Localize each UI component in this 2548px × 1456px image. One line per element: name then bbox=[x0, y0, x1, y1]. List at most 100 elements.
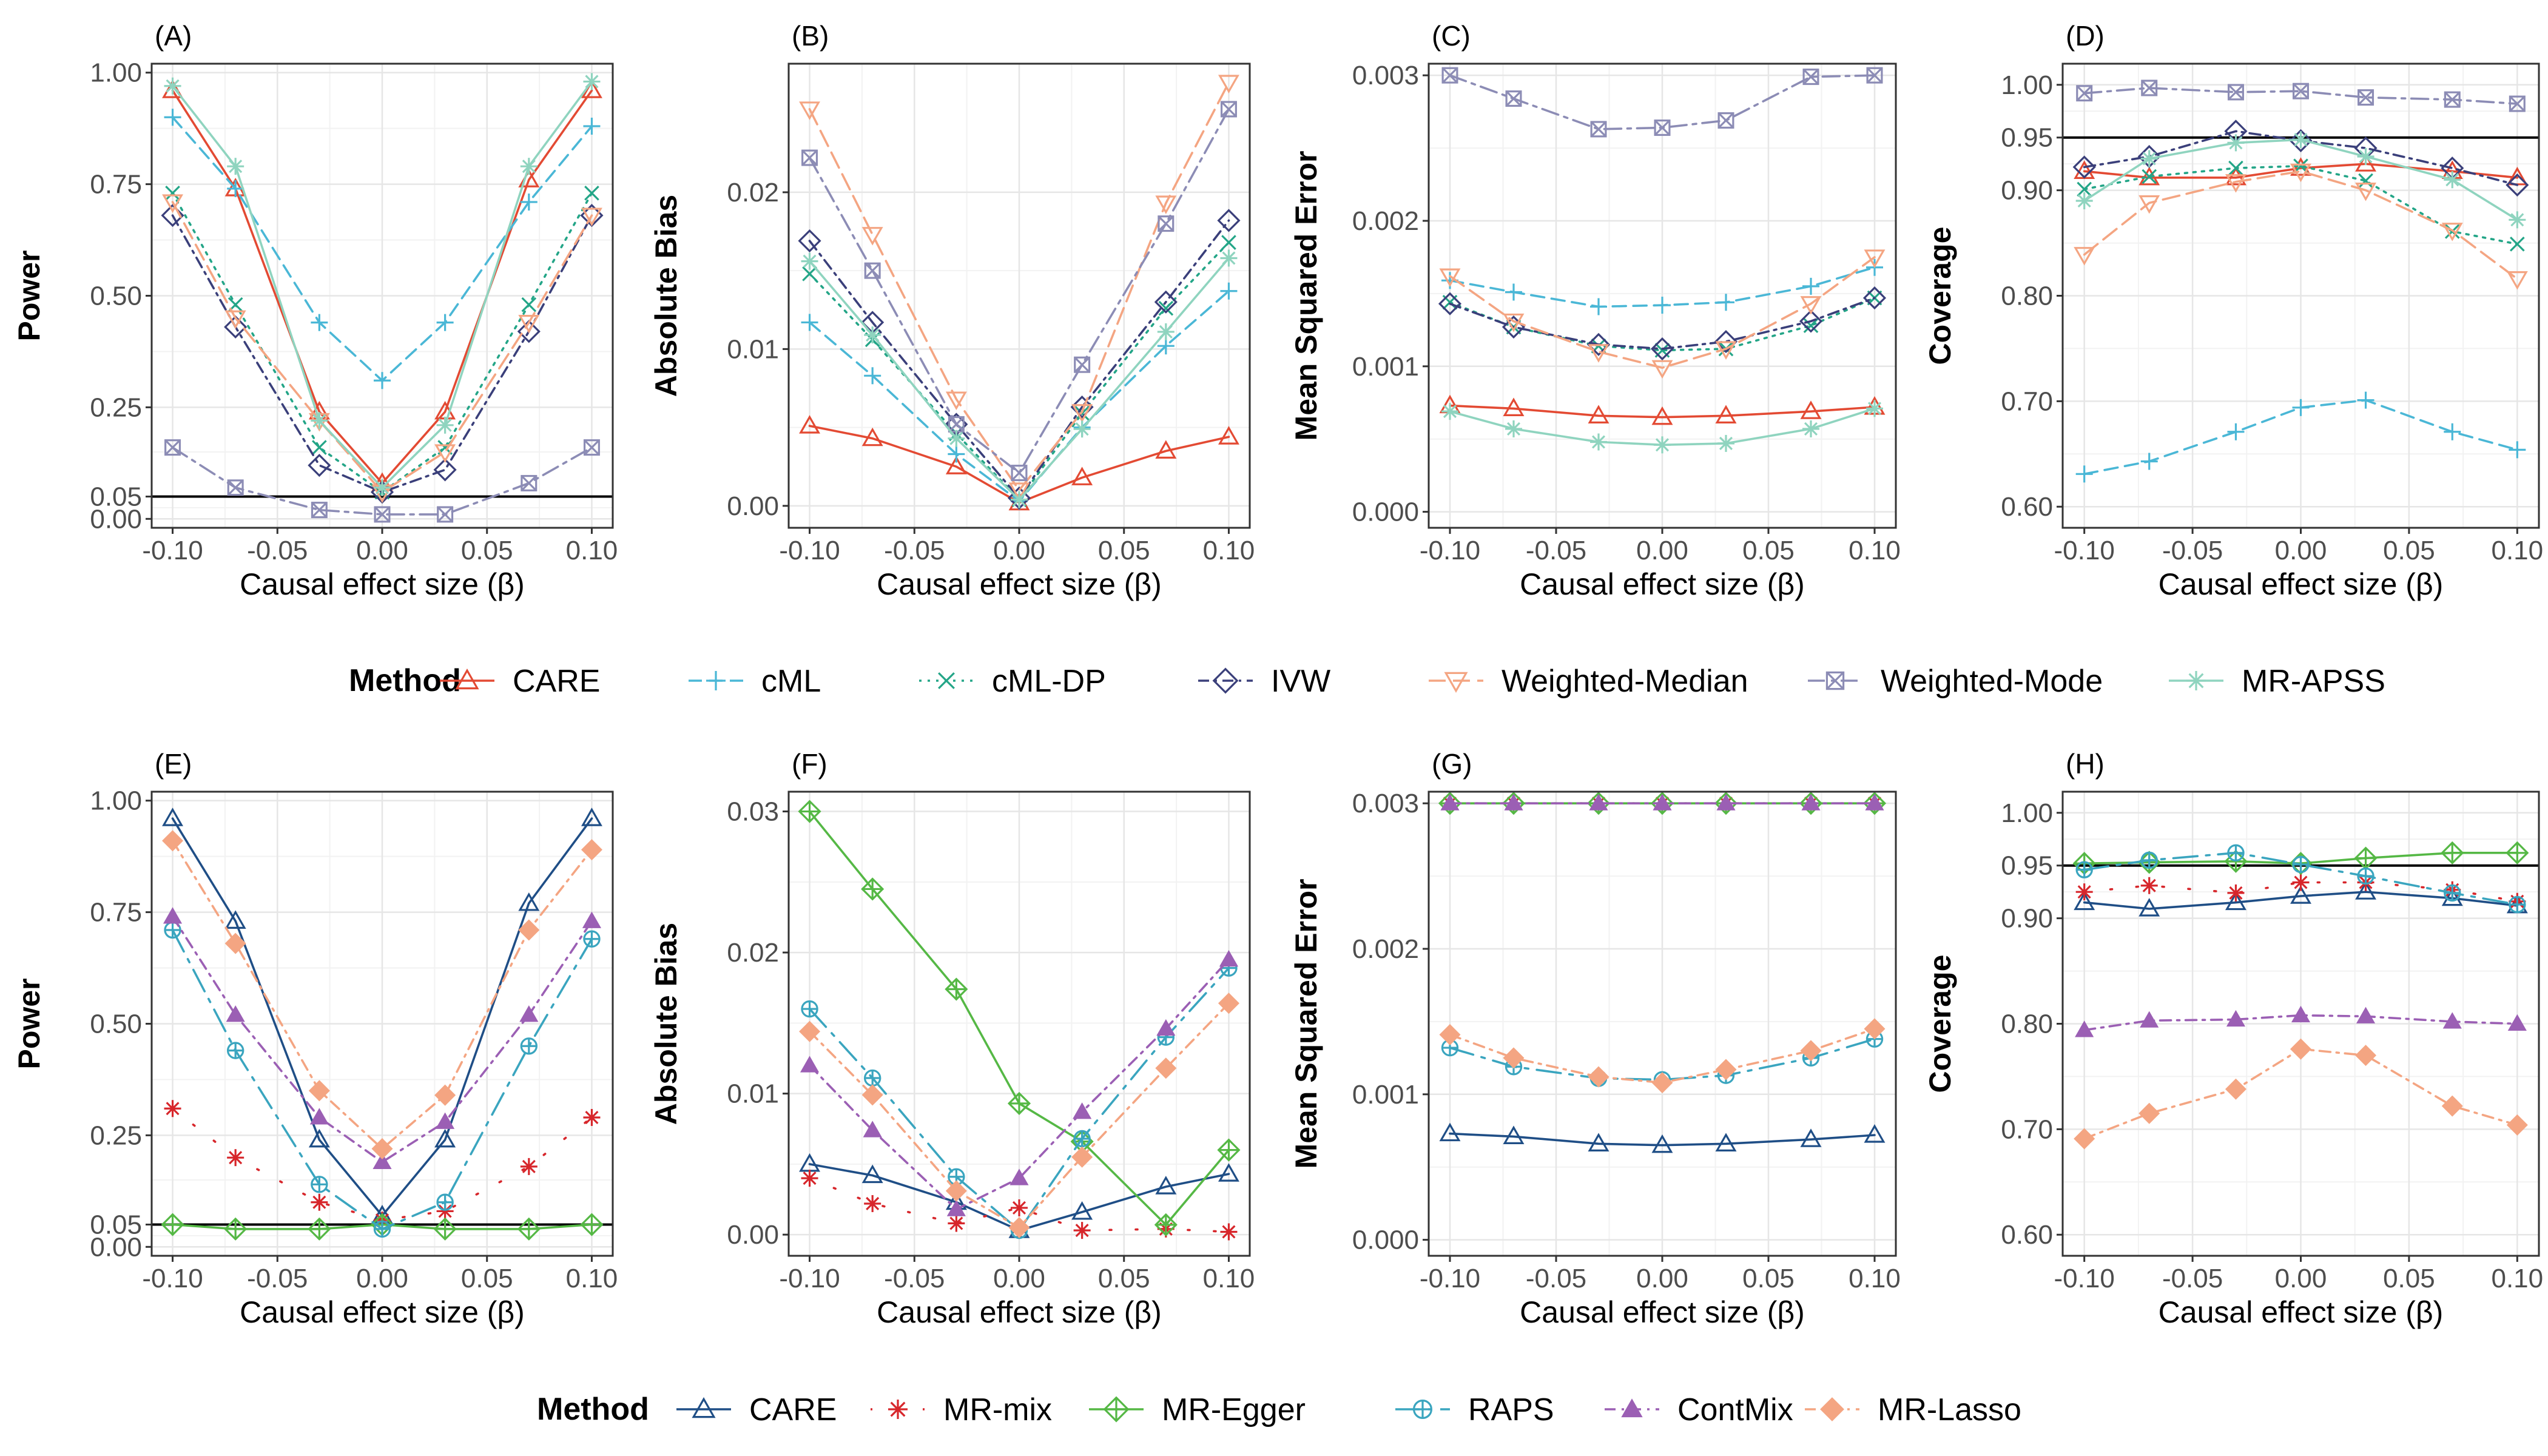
data-point bbox=[1589, 794, 1608, 811]
data-point bbox=[373, 1220, 391, 1238]
data-point bbox=[227, 180, 244, 197]
data-point bbox=[1586, 332, 1611, 356]
data-point bbox=[2142, 169, 2157, 184]
data-point bbox=[2140, 851, 2158, 869]
x-tick-label: 0.05 bbox=[1742, 536, 1795, 565]
panel-label: (A) bbox=[155, 20, 192, 52]
data-point bbox=[2509, 895, 2526, 914]
data-point bbox=[1590, 298, 1607, 315]
y-tick-label: 0.70 bbox=[2001, 386, 2053, 416]
data-point bbox=[1155, 195, 1177, 214]
legend-label: cML-DP bbox=[992, 664, 1106, 699]
data-point bbox=[2356, 1006, 2376, 1023]
data-point bbox=[1073, 1130, 1091, 1148]
data-point bbox=[861, 1164, 883, 1184]
data-point bbox=[2506, 1114, 2528, 1136]
data-point bbox=[311, 502, 328, 519]
data-point bbox=[2358, 173, 2373, 189]
legend-key-marker bbox=[1825, 671, 1845, 690]
data-point bbox=[2140, 453, 2158, 470]
y-tick-label: 0.003 bbox=[1352, 789, 1419, 818]
legend-key-marker bbox=[1820, 1397, 1844, 1421]
y-axis-title: Coverage bbox=[1923, 955, 1957, 1093]
panel-label: (C) bbox=[1432, 20, 1471, 52]
y-tick-label: 0.25 bbox=[90, 1121, 142, 1150]
data-point bbox=[311, 1193, 328, 1211]
x-tick-label: -0.10 bbox=[1420, 536, 1480, 565]
legend-key-marker bbox=[2186, 671, 2206, 690]
data-point bbox=[2506, 173, 2529, 197]
data-point bbox=[581, 207, 602, 227]
data-point bbox=[162, 807, 184, 826]
y-tick-label: 0.003 bbox=[1352, 61, 1419, 90]
legend-entry: ContMix bbox=[1605, 1392, 1793, 1427]
data-point bbox=[164, 109, 181, 126]
data-point bbox=[799, 1020, 821, 1042]
data-point bbox=[2227, 84, 2244, 101]
data-point bbox=[861, 427, 883, 447]
data-point bbox=[1651, 1134, 1673, 1153]
y-tick-label: 0.002 bbox=[1352, 934, 1419, 964]
data-point bbox=[2357, 148, 2374, 165]
data-point bbox=[224, 1217, 248, 1241]
x-axis-title: Causal effect size (β) bbox=[2159, 567, 2444, 601]
data-point bbox=[1218, 426, 1239, 445]
data-point bbox=[799, 415, 821, 434]
x-tick-label: 0.05 bbox=[1098, 1264, 1150, 1293]
x-tick-label: 0.05 bbox=[461, 536, 513, 565]
data-point bbox=[518, 892, 540, 911]
data-point bbox=[801, 149, 818, 166]
data-point bbox=[2355, 183, 2377, 201]
data-point bbox=[434, 1084, 456, 1106]
series-weighted-median bbox=[1439, 249, 1886, 379]
y-tick-label: 0.02 bbox=[727, 178, 779, 207]
data-point bbox=[1590, 433, 1607, 451]
y-tick-label: 0.80 bbox=[2001, 281, 2053, 311]
data-point bbox=[371, 1138, 393, 1159]
data-point bbox=[2292, 874, 2310, 891]
panel-f: -0.10 -0.05 0.00 0.05 0.10 0.00 0.01 0.02 0.03 Ca… bbox=[649, 748, 1255, 1329]
data-point bbox=[224, 932, 246, 954]
data-point bbox=[521, 474, 538, 491]
data-point bbox=[436, 1193, 454, 1211]
legend-key-marker bbox=[938, 672, 955, 689]
series-mr-apss bbox=[801, 249, 1238, 508]
x-tick-label: -0.10 bbox=[2054, 536, 2115, 565]
data-point bbox=[1862, 286, 1887, 310]
y-tick-label: 0.00 bbox=[90, 504, 142, 534]
data-point bbox=[1439, 1023, 1461, 1045]
data-point bbox=[2225, 166, 2246, 186]
data-point bbox=[583, 117, 601, 135]
data-point bbox=[2140, 1011, 2159, 1028]
data-point bbox=[1008, 482, 1030, 501]
data-point bbox=[1800, 1128, 1822, 1147]
legend-label: MR-Lasso bbox=[1878, 1392, 2021, 1427]
data-point bbox=[1802, 69, 1819, 86]
y-tick-label: 0.001 bbox=[1352, 352, 1419, 382]
y-tick-label: 0.70 bbox=[2001, 1114, 2053, 1144]
data-point bbox=[518, 919, 540, 941]
series-contmix bbox=[800, 949, 1239, 1216]
data-point bbox=[1073, 420, 1091, 438]
x-tick-label: 0.00 bbox=[993, 536, 1045, 565]
panel-label: (D) bbox=[2066, 20, 2105, 52]
y-tick-label: 0.05 bbox=[90, 1210, 142, 1240]
data-point bbox=[863, 1121, 882, 1138]
data-point bbox=[2075, 465, 2093, 483]
legend-entry: cML bbox=[689, 664, 821, 699]
panel-c: -0.10 -0.05 0.00 0.05 0.10 0.000 0.001 0.002 0.0… bbox=[1289, 20, 1901, 601]
data-point bbox=[1218, 993, 1239, 1014]
legend-entry: Weighted-Mode bbox=[1808, 664, 2103, 699]
data-point bbox=[584, 185, 599, 201]
data-point bbox=[581, 839, 602, 861]
data-point bbox=[517, 1217, 541, 1241]
data-point bbox=[1864, 1018, 1886, 1040]
legend-entry: CARE bbox=[440, 664, 600, 699]
panel-label: (G) bbox=[1432, 748, 1472, 780]
x-tick-label: 0.05 bbox=[2383, 536, 2435, 565]
data-point bbox=[1158, 300, 1174, 316]
x-tick-label: -0.10 bbox=[142, 536, 203, 565]
data-point bbox=[2507, 1014, 2527, 1031]
data-point bbox=[1504, 794, 1523, 811]
y-tick-label: 0.00 bbox=[727, 1220, 779, 1250]
